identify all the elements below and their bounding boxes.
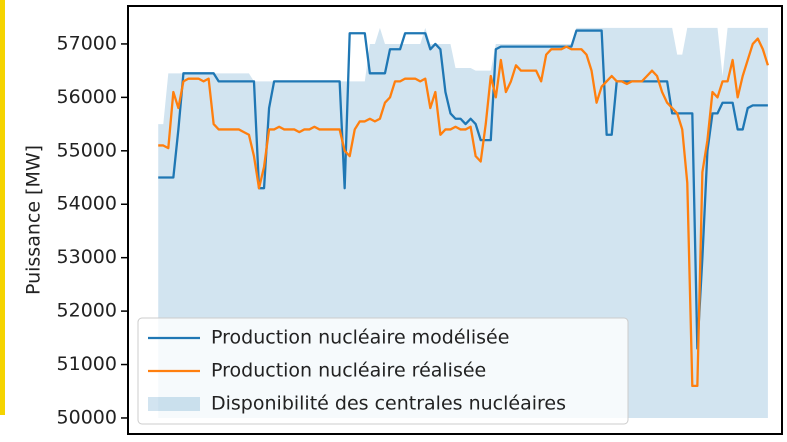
y-tick-label: 50000: [57, 406, 117, 428]
legend-swatch: [148, 397, 200, 411]
legend-label: Production nucléaire modélisée: [211, 327, 509, 349]
y-tick-label: 56000: [57, 86, 117, 108]
legend: Production nucléaire modélisée Production…: [137, 317, 629, 425]
plot-frame: [127, 5, 783, 435]
legend-label: Disponibilité des centrales nucléaires: [211, 393, 566, 415]
window-edge: [0, 0, 5, 415]
legend-box: [137, 317, 629, 425]
y-axis-label: Puissance [MW]: [23, 145, 45, 295]
y-tick-label: 54000: [57, 193, 117, 215]
y-tick-label: 52000: [57, 300, 117, 322]
legend-label: Production nucléaire réalisée: [211, 360, 486, 382]
y-tick-label: 53000: [57, 246, 117, 268]
y-tick-label: 55000: [57, 139, 117, 161]
y-tick-label: 57000: [57, 32, 117, 54]
series-line: [158, 37, 769, 388]
y-tick-label: 51000: [57, 353, 117, 375]
